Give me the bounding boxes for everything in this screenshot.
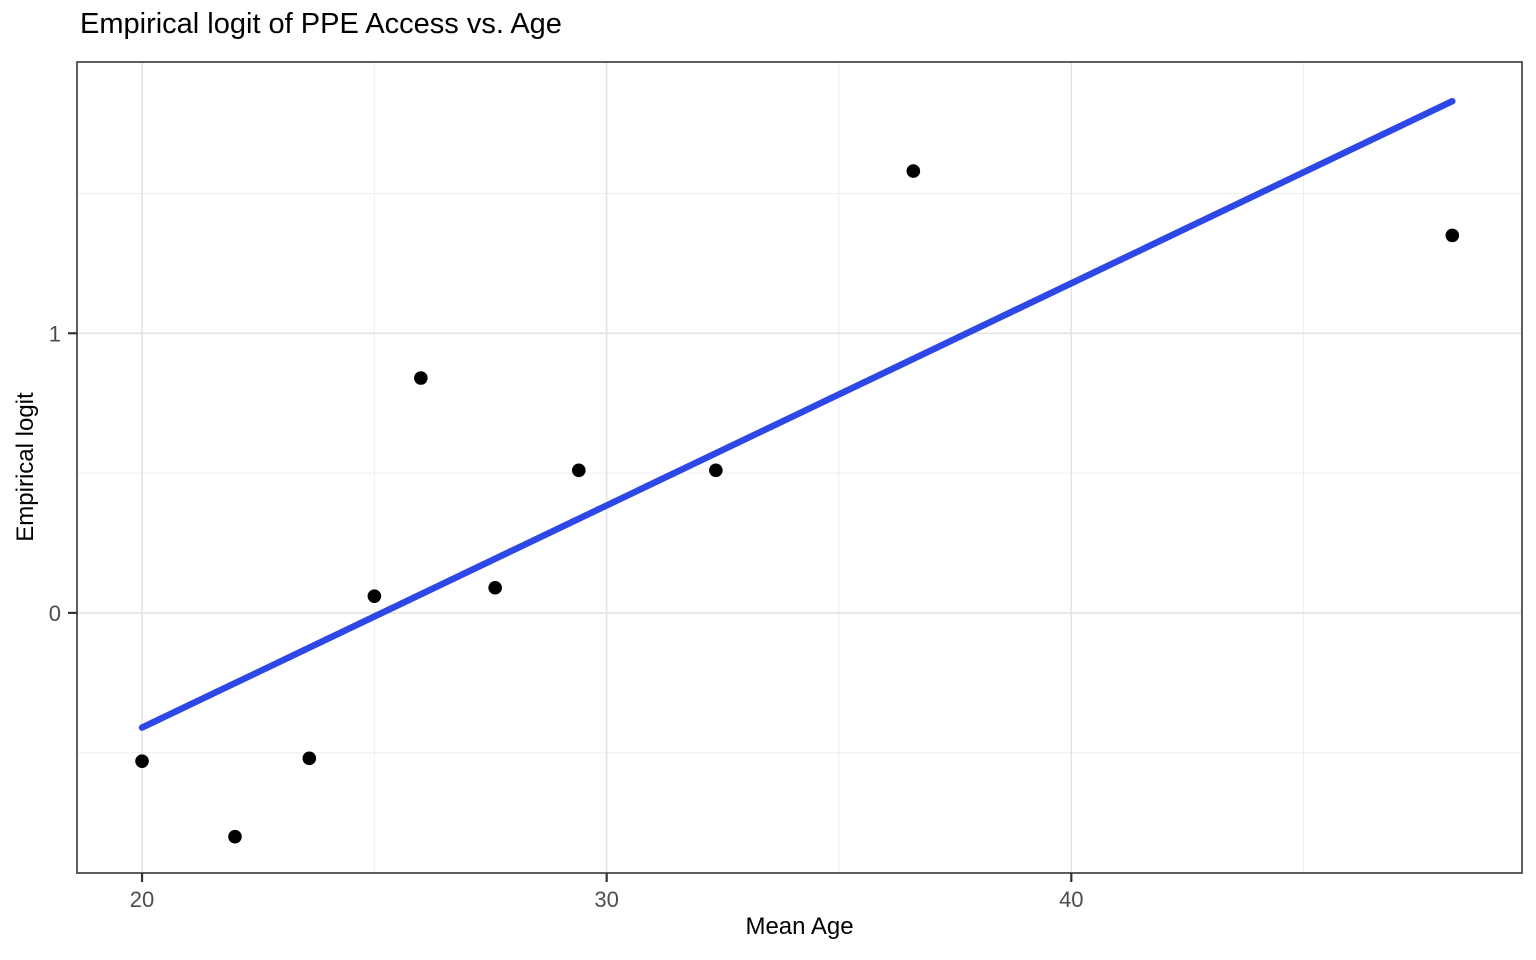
data-point (228, 829, 242, 844)
data-point (367, 589, 382, 603)
y-tick-label: 0 (49, 601, 61, 626)
data-point (488, 580, 502, 595)
y-axis-title: Empirical logit (12, 392, 39, 542)
data-point (906, 164, 921, 178)
data-point (709, 463, 723, 478)
trend-line (138, 97, 1456, 731)
chart-title: Empirical logit of PPE Access vs. Age (80, 8, 562, 40)
x-tick-label: 30 (594, 887, 618, 912)
data-point (135, 754, 149, 768)
panel-border (76, 61, 1523, 874)
data-point (414, 371, 428, 385)
x-axis-title: Mean Age (745, 913, 854, 940)
x-tick-label: 40 (1059, 887, 1083, 912)
data-point (572, 463, 586, 478)
x-tick-label: 20 (130, 887, 154, 912)
plot-panel (77, 62, 1522, 873)
data-point (1445, 228, 1460, 243)
y-tick-label: 1 (49, 321, 61, 346)
data-point (302, 751, 317, 766)
